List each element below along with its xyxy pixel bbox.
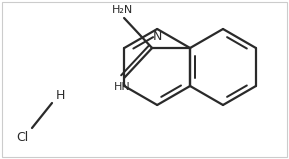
Text: H: H	[56, 89, 65, 102]
Text: H₂N: H₂N	[112, 5, 133, 15]
FancyBboxPatch shape	[2, 2, 287, 157]
Text: Cl: Cl	[17, 131, 29, 144]
Text: N: N	[153, 30, 162, 43]
Text: HN: HN	[114, 82, 130, 92]
